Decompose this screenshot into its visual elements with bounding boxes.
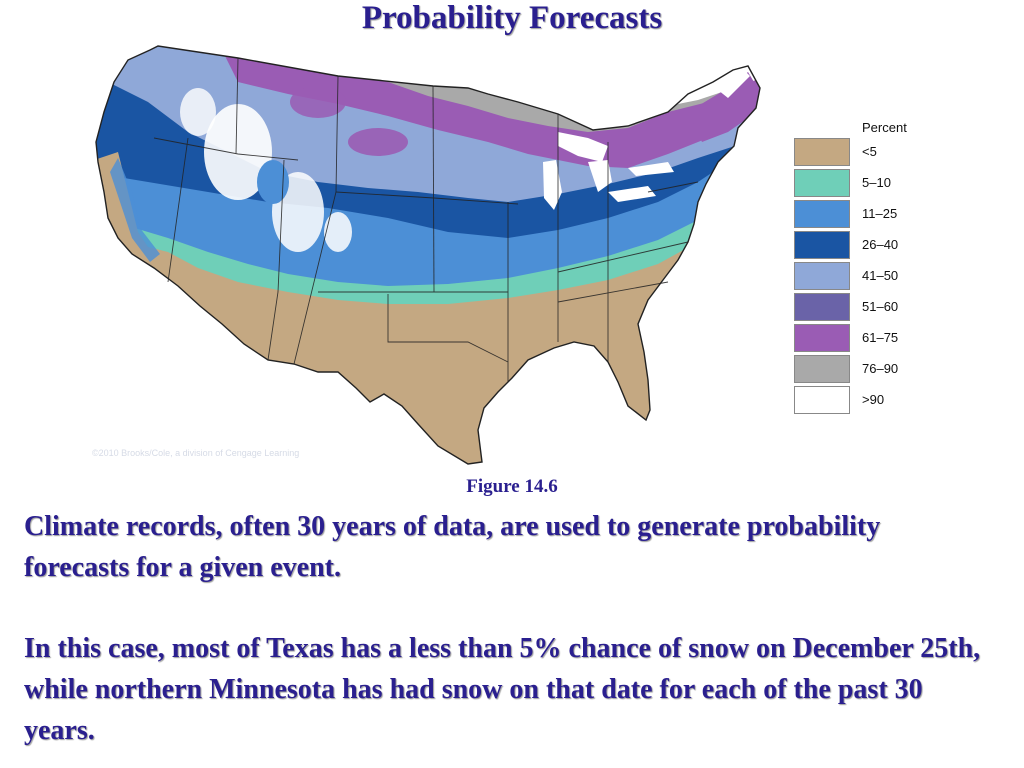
figure-caption: Figure 14.6 [466, 476, 558, 497]
body-paragraph-1: Climate records, often 30 years of data,… [24, 511, 881, 583]
legend-item: >90 [794, 386, 934, 416]
legend-label: >90 [862, 392, 885, 407]
legend-title: Percent [862, 120, 907, 135]
legend-label: 51–60 [862, 299, 899, 314]
legend-swatch [794, 293, 850, 321]
legend-label: 11–25 [862, 206, 898, 221]
legend-item: 5–10 [794, 169, 934, 199]
slide-title: Probability Forecasts [361, 0, 663, 36]
body-paragraph-2: In this case, most of Texas has a less t… [24, 633, 981, 746]
legend-swatch [794, 262, 850, 290]
legend-label: 76–90 [862, 361, 899, 376]
legend-swatch [794, 386, 850, 414]
copyright-watermark: ©2010 Brooks/Cole, a division of Cengage… [92, 448, 300, 458]
legend-item: 26–40 [794, 231, 934, 261]
legend-swatch [794, 231, 850, 259]
legend-label: <5 [862, 144, 877, 159]
legend-swatch [794, 324, 850, 352]
snow-probability-map [88, 42, 778, 482]
legend-swatch [794, 138, 850, 166]
legend-swatch [794, 169, 850, 197]
legend-item: <5 [794, 138, 934, 168]
legend-label: 61–75 [862, 330, 899, 345]
legend-item: 11–25 [794, 200, 934, 230]
legend-label: 26–40 [862, 237, 899, 252]
legend-swatch [794, 355, 850, 383]
legend-item: 61–75 [794, 324, 934, 354]
legend-item: 41–50 [794, 262, 934, 292]
legend-label: 41–50 [862, 268, 899, 283]
legend-item: 51–60 [794, 293, 934, 323]
legend-label: 5–10 [862, 175, 891, 190]
legend-item: 76–90 [794, 355, 934, 385]
legend-swatch [794, 200, 850, 228]
